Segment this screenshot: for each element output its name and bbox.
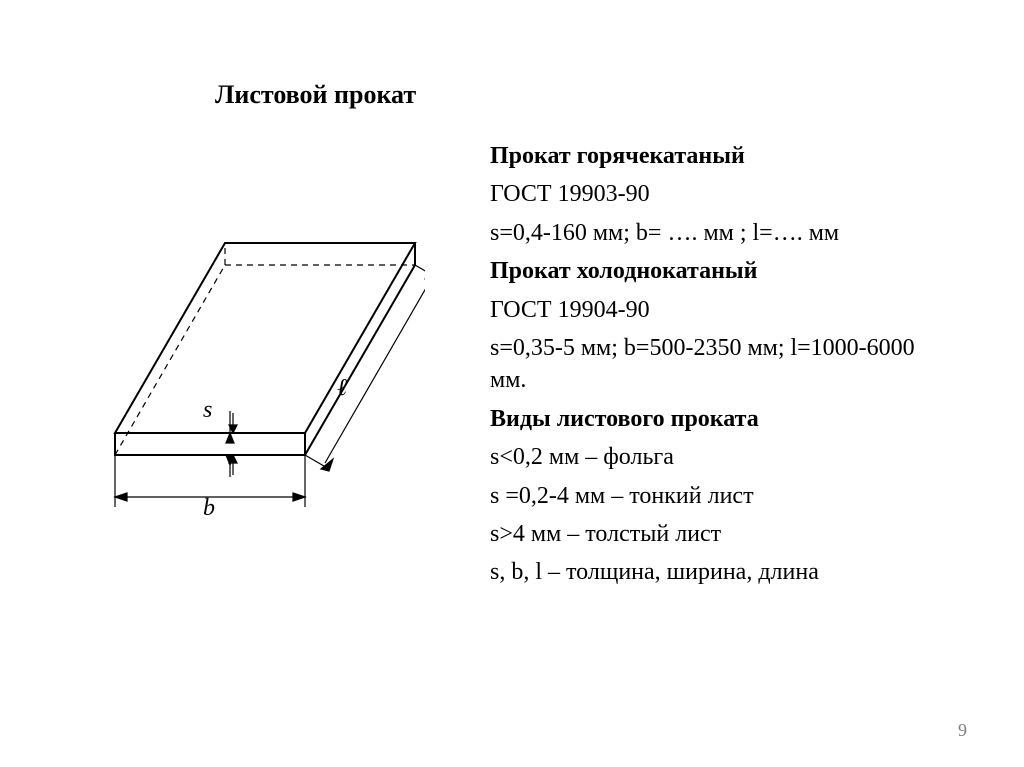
label-s: s (203, 397, 212, 423)
visible-edges (115, 243, 415, 455)
text-line: ГОСТ 19904-90 (490, 294, 955, 326)
text-line: s=0,35-5 мм; b=500-2350 мм; l=1000-6000 … (490, 332, 955, 397)
text-line: s>4 мм – толстый лист (490, 518, 955, 550)
page-number: 9 (958, 720, 967, 741)
hidden-edges (115, 243, 415, 455)
sheet-diagram: s b ℓ (85, 215, 425, 525)
label-b: b (203, 495, 215, 521)
text-line: s =0,2-4 мм – тонкий лист (490, 480, 955, 512)
sheet-diagram-svg: s b ℓ (85, 215, 425, 525)
text-line: s<0,2 мм – фольга (490, 441, 955, 473)
text-line: s=0,4-160 мм; b= …. мм ; l=…. мм (490, 217, 955, 249)
slide: Листовой прокат (0, 0, 1024, 767)
dim-l (305, 265, 425, 471)
text-column: Прокат горячекатаный ГОСТ 19903-90 s=0,4-1… (490, 140, 955, 595)
slide-title: Листовой прокат (215, 80, 416, 110)
text-line: Виды листового проката (490, 403, 955, 435)
text-line: Прокат холоднокатаный (490, 255, 955, 287)
text-line: ГОСТ 19903-90 (490, 178, 955, 210)
label-l: ℓ (337, 375, 347, 401)
text-line: Прокат горячекатаный (490, 140, 955, 172)
text-line: s, b, l – толщина, ширина, длина (490, 556, 955, 588)
